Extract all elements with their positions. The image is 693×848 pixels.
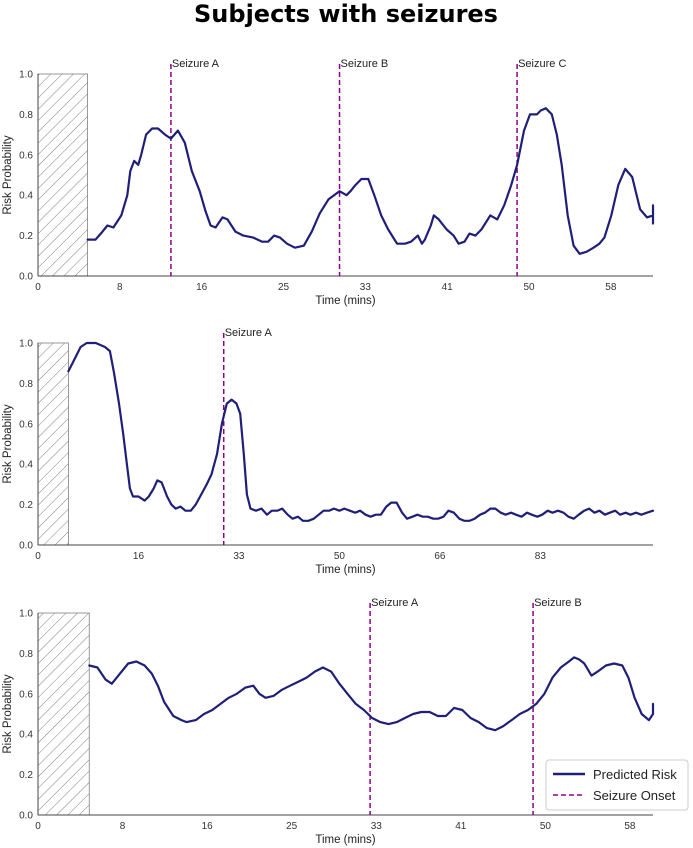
y-tick-label: 0.0 [19, 541, 33, 552]
y-axis-label: Risk Probability [2, 135, 14, 214]
seizure-label: Seizure B [341, 58, 389, 70]
y-tick-label: 0.0 [19, 272, 33, 283]
y-tick-label: 0.8 [19, 649, 33, 660]
y-tick-label: 1.0 [19, 339, 33, 350]
legend-risk-label: Predicted Risk [593, 767, 677, 782]
x-tick-label: 16 [196, 282, 208, 293]
hatched-region [37, 73, 88, 277]
x-tick-label: 16 [133, 551, 145, 562]
x-tick-label: 50 [523, 282, 535, 293]
predicted-risk-line [88, 656, 655, 732]
hatched-region [37, 612, 90, 816]
y-tick-label: 0.4 [19, 730, 33, 741]
x-tick-label: 41 [455, 821, 467, 832]
predicted-risk-line [86, 107, 655, 255]
x-tick-label: 83 [535, 551, 547, 562]
legend-onset-label: Seizure Onset [593, 788, 676, 803]
x-tick-label: 8 [117, 282, 123, 293]
y-axis-label: Risk Probability [2, 674, 14, 753]
x-tick-label: 0 [35, 282, 41, 293]
y-tick-label: 1.0 [19, 609, 33, 620]
x-tick-label: 58 [624, 821, 636, 832]
chart-panel-3: 0.0 0.2 0.4 0.6 0.8 1.0 0 8 16 25 33 41 50 58 Time (mi… [2, 597, 655, 846]
y-axis-label: Risk Probability [2, 404, 14, 483]
figure-title: Subjects with seizures [194, 0, 498, 28]
x-tick-label: 58 [605, 282, 617, 293]
x-tick-label: 50 [334, 551, 346, 562]
seizure-label: Seizure B [534, 597, 582, 609]
y-tick-label: 0.6 [19, 419, 33, 430]
x-axis-label: Time (mins) [315, 834, 375, 846]
x-tick-label: 25 [278, 282, 290, 293]
hatched-region [37, 342, 69, 546]
x-tick-label: 0 [35, 551, 41, 562]
x-tick-label: 0 [35, 821, 41, 832]
legend-box [545, 759, 689, 811]
x-tick-label: 41 [442, 282, 454, 293]
y-tick-label: 0.2 [19, 231, 33, 242]
y-tick-label: 0.2 [19, 770, 33, 781]
y-tick-label: 0.6 [19, 689, 33, 700]
x-tick-label: 33 [233, 551, 245, 562]
y-tick-label: 0.8 [19, 379, 33, 390]
seizure-label: Seizure A [371, 597, 419, 609]
y-tick-label: 0.4 [19, 460, 33, 471]
y-tick-label: 0.4 [19, 191, 33, 202]
x-tick-label: 33 [371, 821, 383, 832]
y-tick-label: 0.0 [19, 811, 33, 822]
legend: Predicted Risk Seizure Onset [545, 759, 689, 811]
y-tick-label: 0.8 [19, 110, 33, 121]
x-tick-label: 66 [434, 551, 446, 562]
y-tick-label: 0.6 [19, 150, 33, 161]
x-tick-label: 33 [360, 282, 372, 293]
seizure-label: Seizure C [518, 58, 566, 70]
x-tick-label: 8 [120, 821, 126, 832]
seizure-label: Seizure A [172, 58, 220, 70]
x-tick-label: 25 [286, 821, 298, 832]
predicted-risk-line [67, 341, 655, 522]
y-tick-label: 0.2 [19, 500, 33, 511]
chart-panel-1: 0.0 0.2 0.4 0.6 0.8 1.0 0 8 16 25 33 41 50 58 Time (mi… [2, 58, 655, 307]
x-axis-label: Time (mins) [315, 295, 375, 307]
x-axis-label: Time (mins) [315, 564, 375, 576]
chart-panel-2: 0.0 0.2 0.4 0.6 0.8 1.0 0 16 33 50 66 83 Time (mins)… [2, 327, 655, 576]
x-tick-label: 50 [540, 821, 552, 832]
x-tick-label: 16 [202, 821, 214, 832]
seizure-label: Seizure A [225, 327, 273, 339]
y-tick-label: 1.0 [19, 70, 33, 81]
